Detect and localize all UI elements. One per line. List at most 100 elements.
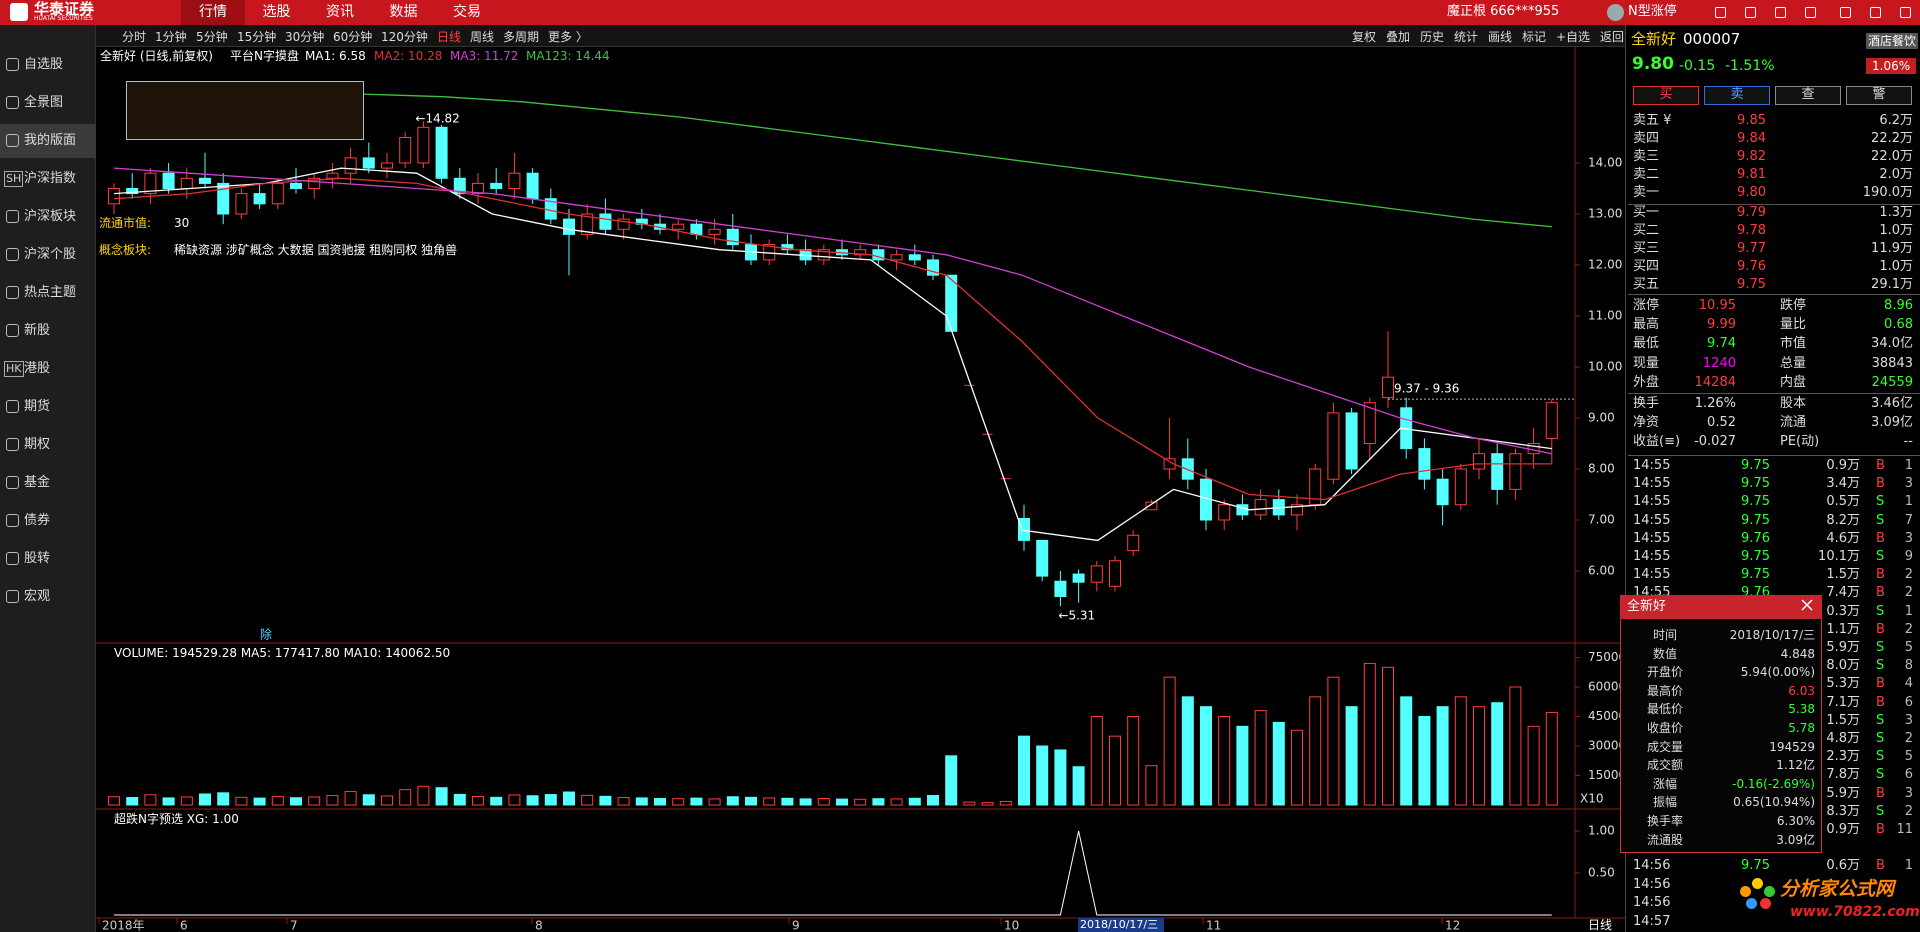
user-name[interactable]: 魔正根 666***955 [1447,4,1560,19]
sidebar-item[interactable]: 热点主题 [24,285,77,300]
volume-bar [726,796,739,806]
sector-pct: 1.06% [1866,58,1917,74]
sidebar-icon [6,248,19,261]
watermark-icon [1764,886,1775,897]
trade-button-label[interactable]: 警 [1872,87,1886,102]
candle-body [253,193,266,205]
sidebar-item[interactable]: 股转 [24,551,51,566]
book-label: 买一 [1633,205,1660,220]
volume-bar [1400,696,1413,806]
info-label: 概念板块: [99,243,152,257]
watermark-icon [1760,898,1771,909]
volume-bar [1309,696,1322,806]
alert-label[interactable]: N型涨停 [1628,4,1677,19]
tick-cell: 8.2万 [1826,512,1860,528]
nav-tab[interactable]: 交易 [453,4,481,20]
sidebar-item[interactable]: 全景图 [24,95,64,110]
candle-body [417,126,430,164]
period-button[interactable]: 15分钟 [237,30,277,44]
sidebar-item[interactable]: 期权 [24,437,51,452]
sidebar-item[interactable]: 沪深板块 [24,209,77,224]
book-label: 买五 [1633,277,1660,292]
stat-value: 24559 [1871,374,1913,390]
sidebar-active-bg [0,124,96,158]
trade-button-label[interactable]: 查 [1801,87,1815,102]
sidebar-item[interactable]: 基金 [24,475,51,490]
tick-cell: 14:55 [1633,476,1671,492]
candle-body [344,157,357,174]
window-icon [1775,7,1786,18]
ex-mark: 除 [260,627,272,642]
period-button[interactable]: 1分钟 [155,30,187,44]
candle-body [1436,478,1449,506]
tool-button[interactable]: 标记 [1522,30,1547,44]
book-label: 卖一 [1633,185,1660,200]
book-price: 9.81 [1737,167,1766,182]
candle-body [1145,501,1158,511]
candle-body [1418,448,1431,480]
popup-close[interactable] [1800,598,1814,612]
info-box [126,81,364,140]
volume-bar [144,794,157,806]
period-button[interactable]: 分时 [122,30,147,44]
volume-bar [1218,716,1231,806]
sidebar-item[interactable]: 沪深指数 [24,171,77,186]
tool-button[interactable]: 历史 [1420,30,1445,44]
volume-bar [1109,735,1121,806]
sidebar-item[interactable]: 期货 [24,399,51,414]
tick-cell: 0.3万 [1826,603,1860,619]
volume-bar [1291,729,1303,806]
sidebar-item[interactable]: 自选股 [24,57,64,72]
close-icon[interactable] [1800,598,1814,612]
tick-cell: 0.5万 [1826,494,1860,510]
tick-cell: 14:55 [1633,549,1671,564]
sidebar-item[interactable]: 港股 [24,361,51,376]
period-button[interactable]: 5分钟 [196,30,228,44]
trade-button-label[interactable]: 买 [1659,87,1673,102]
y-tick-label: 11.00 [1588,309,1622,323]
period-button[interactable]: 120分钟 [381,30,428,44]
tick-cell: 14:57 [1633,913,1671,929]
tick-cell: 3 [1904,530,1913,546]
sidebar-item[interactable]: 沪深个股 [24,247,77,262]
y-tick-label: 13.00 [1588,207,1622,221]
stat-value: 38843 [1871,355,1913,371]
candle-body [1254,499,1267,516]
tool-button[interactable]: 画线 [1488,30,1513,44]
tick-cell: B [1876,567,1885,583]
book-price: 9.84 [1737,131,1766,146]
period-button[interactable]: 30分钟 [285,30,325,44]
candle-body [472,182,484,195]
sidebar-item[interactable]: 新股 [24,323,51,338]
nav-tab[interactable]: 数据 [389,4,418,20]
tool-button[interactable]: 叠加 [1386,30,1411,44]
popup-value: -0.16(-2.69%) [1732,776,1815,791]
candle-body [308,177,321,190]
period-button[interactable]: 多周期 [503,30,540,44]
period-button[interactable]: 60分钟 [333,30,373,44]
tool-button[interactable]: +自选 [1556,30,1591,44]
tick-cell: 8 [1904,658,1913,674]
tool-button[interactable]: 复权 [1352,30,1377,44]
chart-title: 全新好 (日线,前复权) [100,49,213,63]
nav-tab[interactable]: 行情 [199,4,227,20]
sidebar-icon [6,514,19,527]
sidebar-item[interactable]: 宏观 [24,589,51,604]
volume-bar [1345,706,1358,806]
tool-button[interactable]: 统计 [1454,30,1479,44]
window-icon [1805,7,1816,18]
tool-button[interactable]: 返回 [1600,30,1625,44]
period-button[interactable]: 更多 〉 [548,30,588,44]
candle-body [708,228,721,235]
stat-label: 市值 [1780,336,1807,352]
book-label: 买三 [1633,241,1660,256]
nav-tab[interactable]: 资讯 [326,4,354,20]
sidebar-item[interactable]: 债券 [24,513,51,528]
nav-tab[interactable]: 选股 [262,4,291,20]
volume-bar [836,798,848,806]
tick-cell: 14:55 [1633,458,1671,473]
period-button[interactable]: 周线 [470,30,495,44]
trade-button-label[interactable]: 卖 [1730,87,1744,102]
sidebar-item[interactable]: 我的版面 [24,133,77,148]
period-button[interactable]: 日线 [437,30,462,44]
